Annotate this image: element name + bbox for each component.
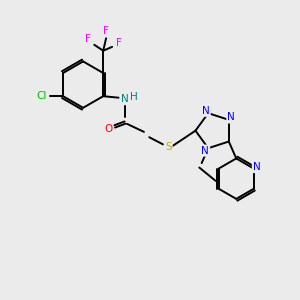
Text: F: F xyxy=(116,38,122,48)
Text: F: F xyxy=(85,34,91,44)
Text: N: N xyxy=(227,112,235,122)
Text: N: N xyxy=(253,162,261,172)
Text: H: H xyxy=(130,92,138,102)
Text: O: O xyxy=(104,124,112,134)
Text: S: S xyxy=(165,142,172,152)
Text: Cl: Cl xyxy=(37,91,47,101)
Text: N: N xyxy=(121,94,128,104)
Text: N: N xyxy=(202,106,210,116)
Text: F: F xyxy=(103,26,109,36)
Text: N: N xyxy=(201,146,209,156)
